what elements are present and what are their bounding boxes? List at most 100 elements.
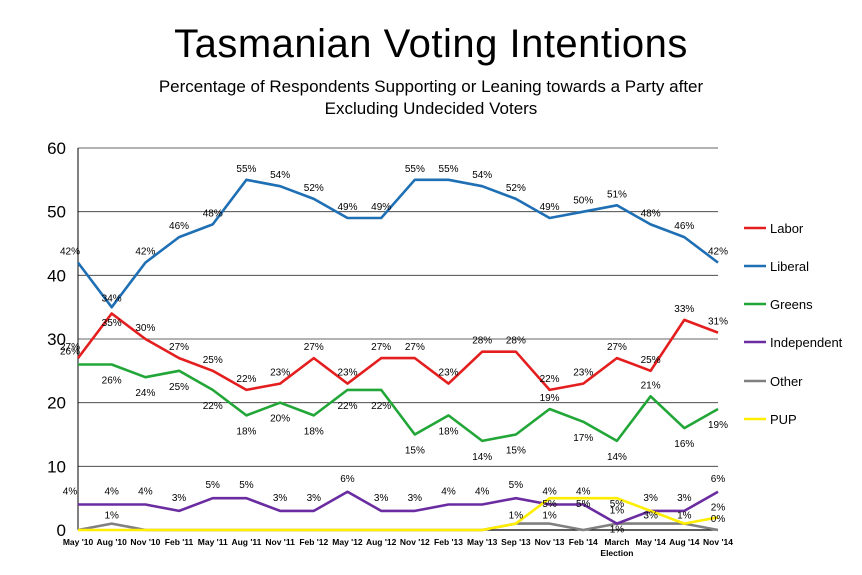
data-label: 19% bbox=[708, 420, 728, 431]
x-tick-label: May '14 bbox=[635, 537, 666, 547]
data-label: 55% bbox=[439, 164, 459, 175]
data-label: 52% bbox=[304, 183, 324, 194]
x-tick-label: Election bbox=[600, 548, 633, 558]
y-tick-label: 60 bbox=[47, 139, 66, 158]
y-tick-label: 30 bbox=[47, 330, 66, 349]
data-label: 27% bbox=[371, 342, 391, 353]
data-label: 3% bbox=[307, 493, 322, 504]
y-tick-label: 20 bbox=[47, 394, 66, 413]
data-label: 54% bbox=[270, 170, 290, 181]
data-labels: 27% 34% 30% 27% 25% 22% 23% 27% 23% 27% 27% 23% 28% 2… bbox=[60, 164, 728, 536]
data-label: 14% bbox=[472, 452, 492, 463]
data-label: 3% bbox=[643, 493, 658, 504]
data-label: 1% bbox=[104, 511, 119, 522]
data-label: 4% bbox=[138, 487, 153, 498]
legend-label-liberal: Liberal bbox=[770, 259, 809, 274]
data-label: 19% bbox=[540, 393, 560, 404]
data-label: 4% bbox=[104, 487, 119, 498]
legend-label-pup: PUP bbox=[770, 412, 797, 427]
data-label: 4% bbox=[441, 487, 456, 498]
x-tick-label: Sep '13 bbox=[501, 537, 531, 547]
data-label: 4% bbox=[542, 487, 557, 498]
data-label: 15% bbox=[506, 446, 526, 457]
data-label: 34% bbox=[102, 294, 122, 305]
data-label: 3% bbox=[172, 493, 187, 504]
x-tick-label: Nov '12 bbox=[400, 537, 430, 547]
data-label: 46% bbox=[169, 221, 189, 232]
x-tick-label: May '11 bbox=[198, 537, 228, 547]
y-tick-label: 40 bbox=[47, 266, 66, 285]
data-label: 18% bbox=[236, 426, 256, 437]
y-tick-label: 10 bbox=[47, 457, 66, 476]
x-tick-label: Nov '14 bbox=[703, 537, 733, 547]
chart-title: Tasmanian Voting Intentions bbox=[174, 22, 688, 66]
data-label: 5% bbox=[576, 499, 591, 510]
data-label: 14% bbox=[607, 452, 627, 463]
data-label: 42% bbox=[708, 247, 728, 258]
data-label: 27% bbox=[60, 342, 80, 353]
data-label: 26% bbox=[60, 346, 80, 357]
x-tick-label: May '13 bbox=[467, 537, 498, 547]
x-tick-label: Feb '12 bbox=[299, 537, 328, 547]
data-label: 22% bbox=[540, 374, 560, 385]
data-label: 5% bbox=[206, 480, 221, 491]
data-label: 20% bbox=[270, 414, 290, 425]
data-label: 23% bbox=[439, 368, 459, 379]
data-label: 49% bbox=[540, 202, 560, 213]
data-label: 51% bbox=[607, 189, 627, 200]
data-label: 22% bbox=[236, 374, 256, 385]
data-label: 22% bbox=[371, 401, 391, 412]
x-axis-ticks: May '10 Aug '10 Nov '10 Feb '11 May '11 Aug '… bbox=[63, 537, 733, 558]
data-label: 25% bbox=[169, 382, 189, 393]
data-label: 49% bbox=[371, 202, 391, 213]
x-tick-label: May '10 bbox=[63, 537, 94, 547]
data-label: 46% bbox=[674, 221, 694, 232]
data-label: 23% bbox=[270, 368, 290, 379]
data-label: 6% bbox=[711, 474, 726, 485]
data-label: 1% bbox=[610, 506, 625, 517]
data-label: 27% bbox=[169, 342, 189, 353]
data-label: 5% bbox=[239, 480, 254, 491]
data-label: 52% bbox=[506, 183, 526, 194]
data-label: 42% bbox=[135, 247, 155, 258]
data-label: 42% bbox=[60, 247, 80, 258]
x-tick-label: Feb '14 bbox=[569, 537, 598, 547]
x-tick-label: Aug '12 bbox=[366, 537, 397, 547]
x-tick-label: Aug '14 bbox=[669, 537, 700, 547]
data-label: 5% bbox=[509, 480, 524, 491]
data-label: 50% bbox=[573, 196, 593, 207]
data-label: 1% bbox=[677, 511, 692, 522]
legend-label-greens: Greens bbox=[770, 297, 813, 312]
data-label: 27% bbox=[405, 342, 425, 353]
y-axis-ticks: 0 10 20 30 40 50 60 bbox=[47, 139, 66, 540]
data-label: 28% bbox=[506, 336, 526, 347]
series-line-liberal bbox=[76, 178, 719, 309]
series-lines bbox=[76, 178, 719, 532]
data-label: 48% bbox=[641, 208, 661, 219]
data-label: 26% bbox=[102, 375, 122, 386]
y-tick-label: 0 bbox=[57, 521, 66, 540]
data-label: 18% bbox=[304, 426, 324, 437]
data-label: 3% bbox=[408, 493, 423, 504]
data-label: 3% bbox=[643, 511, 658, 522]
data-label: 4% bbox=[576, 487, 591, 498]
series-line-greens bbox=[78, 363, 719, 443]
series-line-independent bbox=[78, 490, 719, 525]
x-tick-label: Feb '13 bbox=[434, 537, 463, 547]
data-label: 24% bbox=[135, 388, 155, 399]
data-label: 48% bbox=[203, 208, 223, 219]
gridlines bbox=[77, 147, 718, 531]
data-label: 18% bbox=[439, 426, 459, 437]
data-label: 23% bbox=[337, 368, 357, 379]
data-label: 28% bbox=[472, 336, 492, 347]
data-label: 31% bbox=[708, 317, 728, 328]
data-label: 33% bbox=[674, 304, 694, 315]
data-label: 30% bbox=[135, 323, 155, 334]
data-label: 4% bbox=[63, 487, 78, 498]
data-label: 22% bbox=[203, 401, 223, 412]
y-tick-label: 50 bbox=[47, 203, 66, 222]
data-label: 3% bbox=[677, 493, 692, 504]
data-label: 15% bbox=[405, 446, 425, 457]
data-label: 3% bbox=[273, 493, 288, 504]
